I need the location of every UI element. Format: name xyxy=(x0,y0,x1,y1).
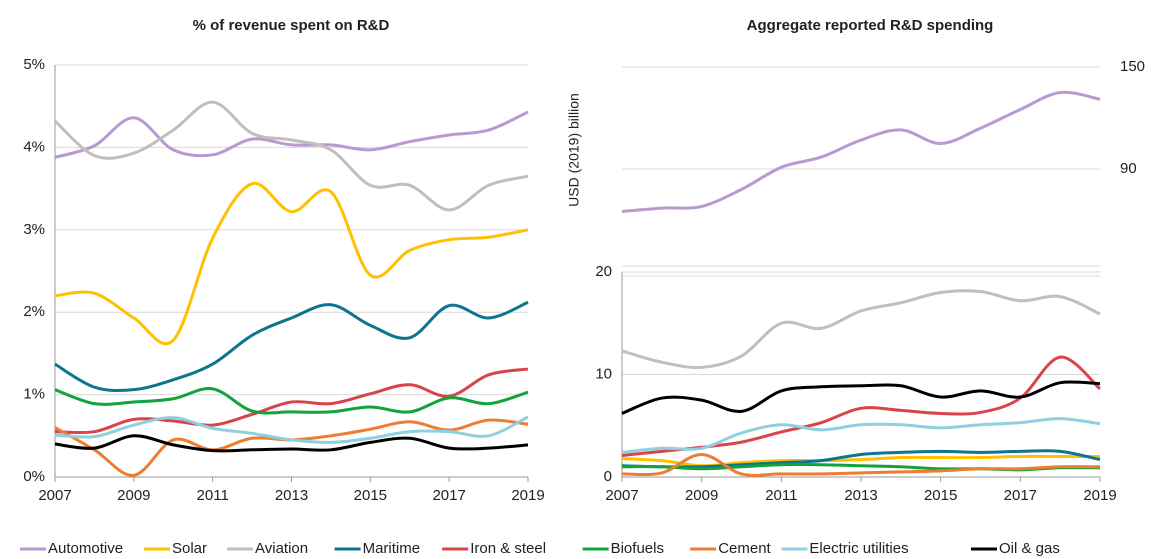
legend-item: Automotive xyxy=(20,540,123,557)
y-tick-label: 4% xyxy=(23,138,45,155)
legend-label: Iron & steel xyxy=(470,540,546,557)
legend-label: Automotive xyxy=(48,540,123,557)
legend-item: Oil & gas xyxy=(971,540,1060,557)
legend-label: Maritime xyxy=(363,540,421,557)
x-tick-label: 2009 xyxy=(117,487,150,504)
legend-label: Biofuels xyxy=(611,540,664,557)
legend-item: Biofuels xyxy=(582,540,664,557)
y-tick-label: 3% xyxy=(23,221,45,238)
legend-item: Maritime xyxy=(334,540,421,557)
x-tick-label: 2015 xyxy=(354,487,387,504)
y-tick-label: 0% xyxy=(23,468,45,485)
series-line xyxy=(54,300,529,393)
y-tick-label: 2% xyxy=(23,303,45,320)
legend-label: Electric utilities xyxy=(809,540,908,557)
y-tick-label: 1% xyxy=(23,386,45,403)
x-tick-label: 2013 xyxy=(844,487,877,504)
series-line xyxy=(54,182,529,346)
series-line xyxy=(54,110,529,159)
legend-item: Solar xyxy=(144,540,207,557)
series-line xyxy=(621,449,1101,469)
x-tick-label: 2017 xyxy=(1004,487,1037,504)
x-tick-label: 2019 xyxy=(1083,487,1116,504)
legend-item: Cement xyxy=(690,540,772,557)
y2-tick-label: 150 xyxy=(1120,58,1145,75)
series-line xyxy=(54,434,529,453)
axis-break xyxy=(622,265,1100,277)
x-tick-label: 2019 xyxy=(511,487,544,504)
x-tick-label: 2011 xyxy=(765,487,797,504)
series-line xyxy=(621,417,1101,454)
x-tick-label: 2011 xyxy=(197,487,229,504)
x-tick-label: 2013 xyxy=(275,487,308,504)
series-line xyxy=(54,387,529,415)
x-tick-label: 2007 xyxy=(38,487,71,504)
legend-label: Solar xyxy=(172,540,207,557)
y-axis-label: USD (2019) billion xyxy=(566,93,582,207)
series-line xyxy=(53,100,529,212)
y-tick-label: 20 xyxy=(595,263,612,280)
y-tick-label: 5% xyxy=(23,56,45,73)
legend-label: Aviation xyxy=(255,540,308,557)
legend-item: Electric utilities xyxy=(781,540,909,557)
x-tick-label: 2009 xyxy=(685,487,718,504)
legend-item: Iron & steel xyxy=(442,540,546,557)
chart-title: Aggregate reported R&D spending xyxy=(747,17,994,34)
chart-title: % of revenue spent on R&D xyxy=(193,17,390,34)
series-line xyxy=(621,380,1101,415)
legend-label: Cement xyxy=(718,540,771,557)
x-tick-label: 2007 xyxy=(605,487,638,504)
x-tick-label: 2015 xyxy=(924,487,957,504)
y-tick-label: 0 xyxy=(604,468,612,485)
y2-tick-label: 90 xyxy=(1120,160,1137,177)
legend-item: Aviation xyxy=(227,540,308,557)
x-tick-label: 2017 xyxy=(432,487,465,504)
series-line xyxy=(54,415,529,444)
series-line xyxy=(621,452,1101,477)
series-line xyxy=(621,90,1101,213)
series-line xyxy=(621,289,1101,370)
y-tick-label: 10 xyxy=(595,365,612,382)
legend-label: Oil & gas xyxy=(999,540,1060,557)
series-line xyxy=(621,355,1102,457)
series-line xyxy=(54,367,529,435)
